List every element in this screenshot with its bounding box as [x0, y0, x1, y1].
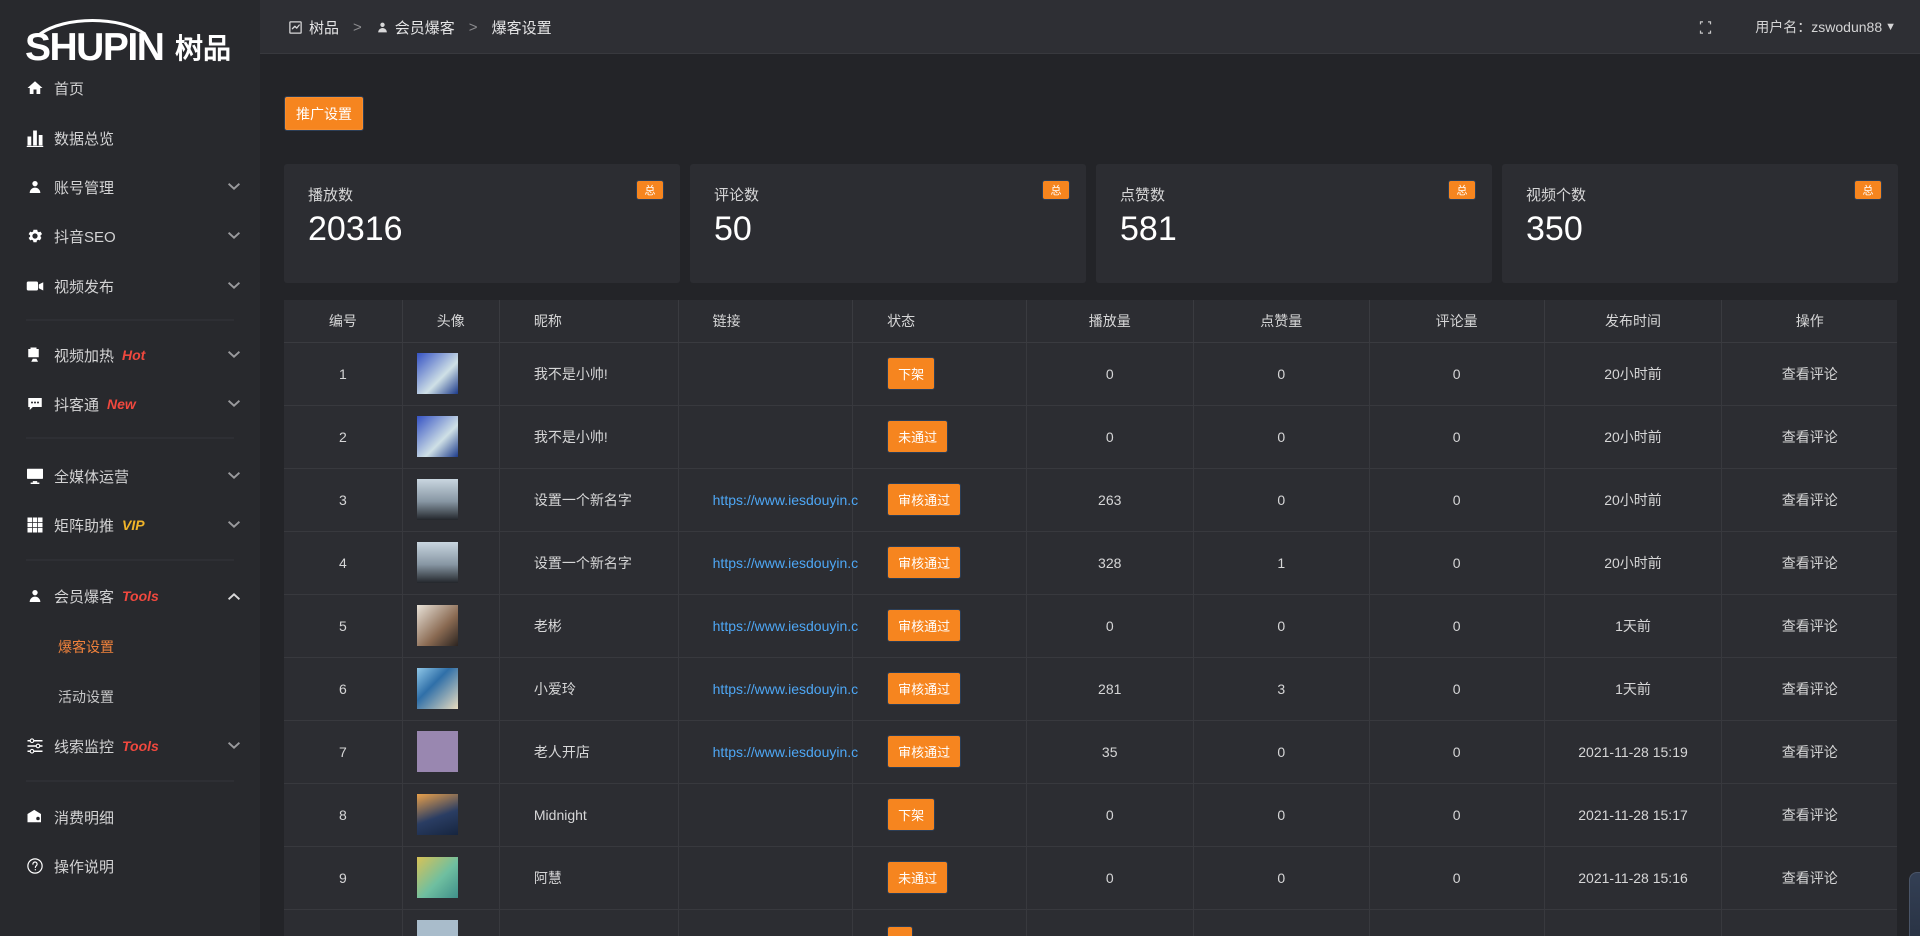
svg-text:树品: 树品	[175, 33, 231, 64]
svg-text:SHUPIN: SHUPIN	[25, 26, 163, 69]
